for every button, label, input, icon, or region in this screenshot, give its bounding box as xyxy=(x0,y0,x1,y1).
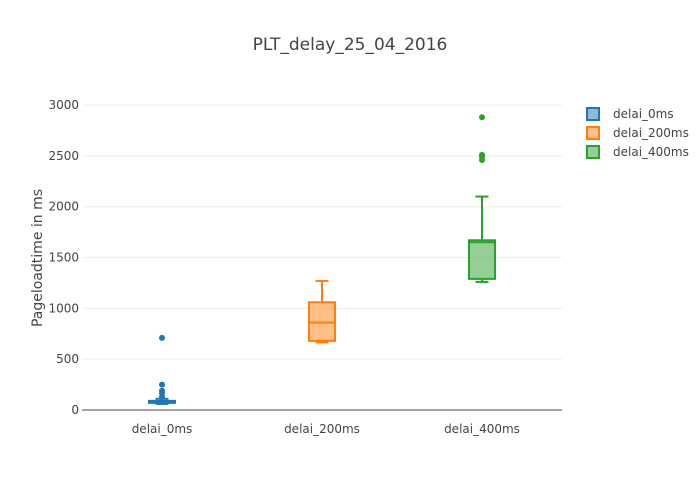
legend[interactable]: delai_0ms delai_200ms delai_400ms xyxy=(586,107,689,159)
x-tick-label: delai_400ms xyxy=(444,422,520,436)
x-tick-labels: delai_0ms delai_200ms delai_400ms xyxy=(132,422,520,436)
y-tick-label: 0 xyxy=(71,403,79,417)
legend-item-delai_200ms[interactable]: delai_200ms xyxy=(586,126,689,140)
x-tick-label: delai_200ms xyxy=(284,422,360,436)
y-tick-label: 2500 xyxy=(48,149,79,163)
outlier-point[interactable] xyxy=(479,151,485,158)
y-tick-label: 1000 xyxy=(48,301,79,315)
y-tick-label: 3000 xyxy=(48,98,79,112)
y-tick-labels: 0 500 1000 1500 2000 2500 3000 xyxy=(48,98,79,417)
outlier-point[interactable] xyxy=(479,114,485,121)
legend-swatch xyxy=(586,126,600,140)
outlier-point[interactable] xyxy=(159,381,165,388)
outlier-point[interactable] xyxy=(159,334,165,341)
x-tick-label: delai_0ms xyxy=(132,422,193,436)
legend-label: delai_200ms xyxy=(613,126,689,140)
y-tick-label: 1500 xyxy=(48,251,79,265)
legend-item-delai_0ms[interactable]: delai_0ms xyxy=(586,107,674,121)
plot-area xyxy=(148,114,496,405)
box-iqr xyxy=(308,301,336,342)
box-delai_0ms[interactable] xyxy=(148,334,176,405)
y-axis-title: Pageloadtime in ms xyxy=(30,189,46,327)
legend-swatch xyxy=(586,107,600,121)
box-iqr xyxy=(468,239,496,280)
legend-label: delai_400ms xyxy=(613,145,689,159)
box-delai_200ms[interactable] xyxy=(308,279,336,344)
y-tick-label: 2000 xyxy=(48,200,79,214)
box-delai_400ms[interactable] xyxy=(468,114,496,283)
legend-label: delai_0ms xyxy=(613,107,674,121)
outlier-point[interactable] xyxy=(159,387,165,394)
y-tick-label: 500 xyxy=(56,352,79,366)
chart-title: PLT_delay_25_04_2016 xyxy=(253,35,448,55)
legend-swatch xyxy=(586,145,600,159)
legend-item-delai_400ms[interactable]: delai_400ms xyxy=(586,145,689,159)
